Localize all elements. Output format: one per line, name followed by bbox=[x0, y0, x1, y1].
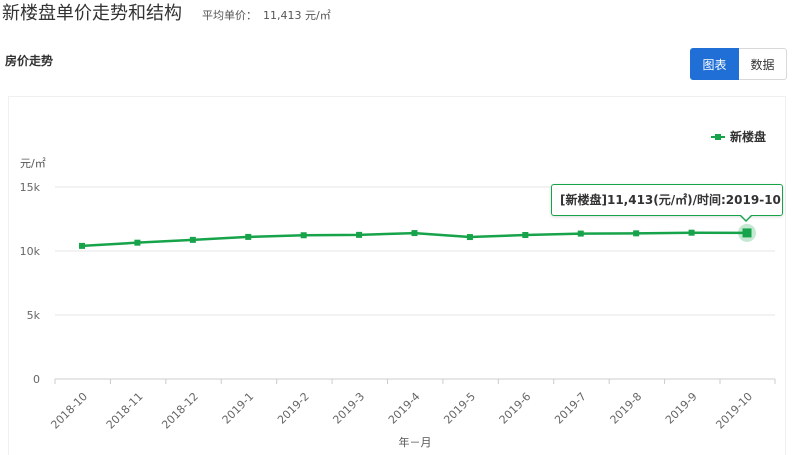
y-axis-label: 元/㎡ bbox=[20, 157, 46, 170]
x-axis-label: 年－月 bbox=[399, 435, 432, 449]
x-tick-label: 2019-10 bbox=[713, 390, 755, 432]
average-price: 平均单价： 11,413 元/㎡ bbox=[202, 9, 331, 23]
tooltip-pointer-fill bbox=[740, 214, 752, 220]
data-point bbox=[245, 233, 252, 240]
legend-marker bbox=[715, 134, 721, 140]
x-tick-label: 2019-7 bbox=[552, 390, 589, 427]
x-tick-label: 2018-10 bbox=[48, 390, 90, 432]
data-point bbox=[466, 234, 473, 241]
section-title: 房价走势 bbox=[5, 54, 54, 68]
chart-view-button[interactable]: 图表 bbox=[690, 48, 739, 80]
data-point bbox=[189, 236, 196, 243]
y-tick-label: 10k bbox=[20, 245, 41, 258]
y-tick-label: 5k bbox=[27, 309, 41, 322]
data-view-button[interactable]: 数据 bbox=[739, 48, 787, 80]
x-tick-label: 2018-11 bbox=[104, 390, 146, 432]
data-point bbox=[79, 242, 85, 249]
view-toggle: 图表 数据 bbox=[690, 48, 787, 80]
data-point bbox=[577, 230, 584, 237]
data-point bbox=[300, 232, 307, 239]
average-price-value: 11,413 元/㎡ bbox=[263, 9, 331, 22]
x-tick-label: 2019-5 bbox=[441, 390, 478, 427]
average-price-label: 平均单价： bbox=[202, 9, 257, 22]
x-tick-label: 2019-2 bbox=[275, 390, 312, 427]
data-point bbox=[522, 232, 529, 238]
x-tick-label: 2019-6 bbox=[497, 390, 534, 427]
data-point bbox=[356, 231, 363, 238]
y-tick-label: 0 bbox=[33, 373, 40, 386]
y-tick-label: 15k bbox=[20, 181, 41, 194]
data-point bbox=[742, 228, 752, 238]
data-tooltip: [新楼盘]11,413(元/㎡)/时间:2019-10 bbox=[551, 184, 783, 216]
x-tick-label: 2019-9 bbox=[663, 390, 700, 427]
data-point bbox=[688, 229, 695, 236]
x-tick-label: 2019-8 bbox=[608, 390, 645, 427]
x-tick-label: 2019-4 bbox=[386, 390, 423, 427]
x-tick-label: 2019-3 bbox=[330, 390, 367, 427]
data-point bbox=[633, 230, 640, 237]
x-tick-label: 2018-12 bbox=[159, 390, 201, 432]
page-title: 新楼盘单价走势和结构 bbox=[2, 3, 182, 24]
legend-label: 新楼盘 bbox=[730, 129, 766, 144]
data-point bbox=[411, 230, 418, 237]
data-point bbox=[134, 239, 141, 246]
x-tick-label: 2019-1 bbox=[220, 390, 257, 427]
chart-panel bbox=[8, 96, 786, 455]
